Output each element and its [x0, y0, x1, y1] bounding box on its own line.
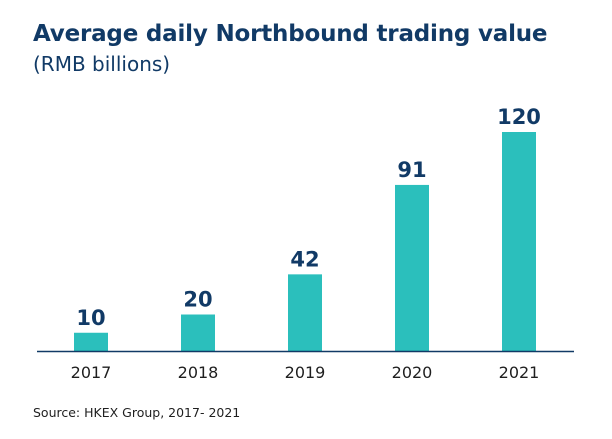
bar-2020 — [395, 184, 429, 351]
bar-2017 — [74, 332, 108, 351]
value-label-2021: 120 — [497, 105, 541, 129]
bar-2021 — [502, 132, 536, 351]
value-label-2019: 42 — [290, 247, 319, 271]
x-tick-label-2021: 2021 — [499, 363, 540, 382]
bar-2019 — [288, 274, 322, 351]
value-labels-group: 10 20 42 91 120 — [76, 105, 541, 330]
x-tick-labels-group: 2017 2018 2019 2020 2021 — [71, 363, 540, 382]
chart-title: Average daily Northbound trading value — [33, 21, 548, 47]
value-label-2017: 10 — [76, 306, 105, 330]
x-tick-label-2018: 2018 — [178, 363, 219, 382]
value-label-2018: 20 — [183, 288, 212, 312]
value-label-2020: 91 — [397, 158, 426, 182]
bars-group — [74, 132, 536, 351]
x-tick-label-2017: 2017 — [71, 363, 112, 382]
x-tick-label-2020: 2020 — [392, 363, 433, 382]
chart-subtitle: (RMB billions) — [33, 52, 171, 76]
x-tick-label-2019: 2019 — [285, 363, 326, 382]
bar-2018 — [181, 314, 215, 351]
source-note: Source: HKEX Group, 2017- 2021 — [33, 405, 241, 420]
